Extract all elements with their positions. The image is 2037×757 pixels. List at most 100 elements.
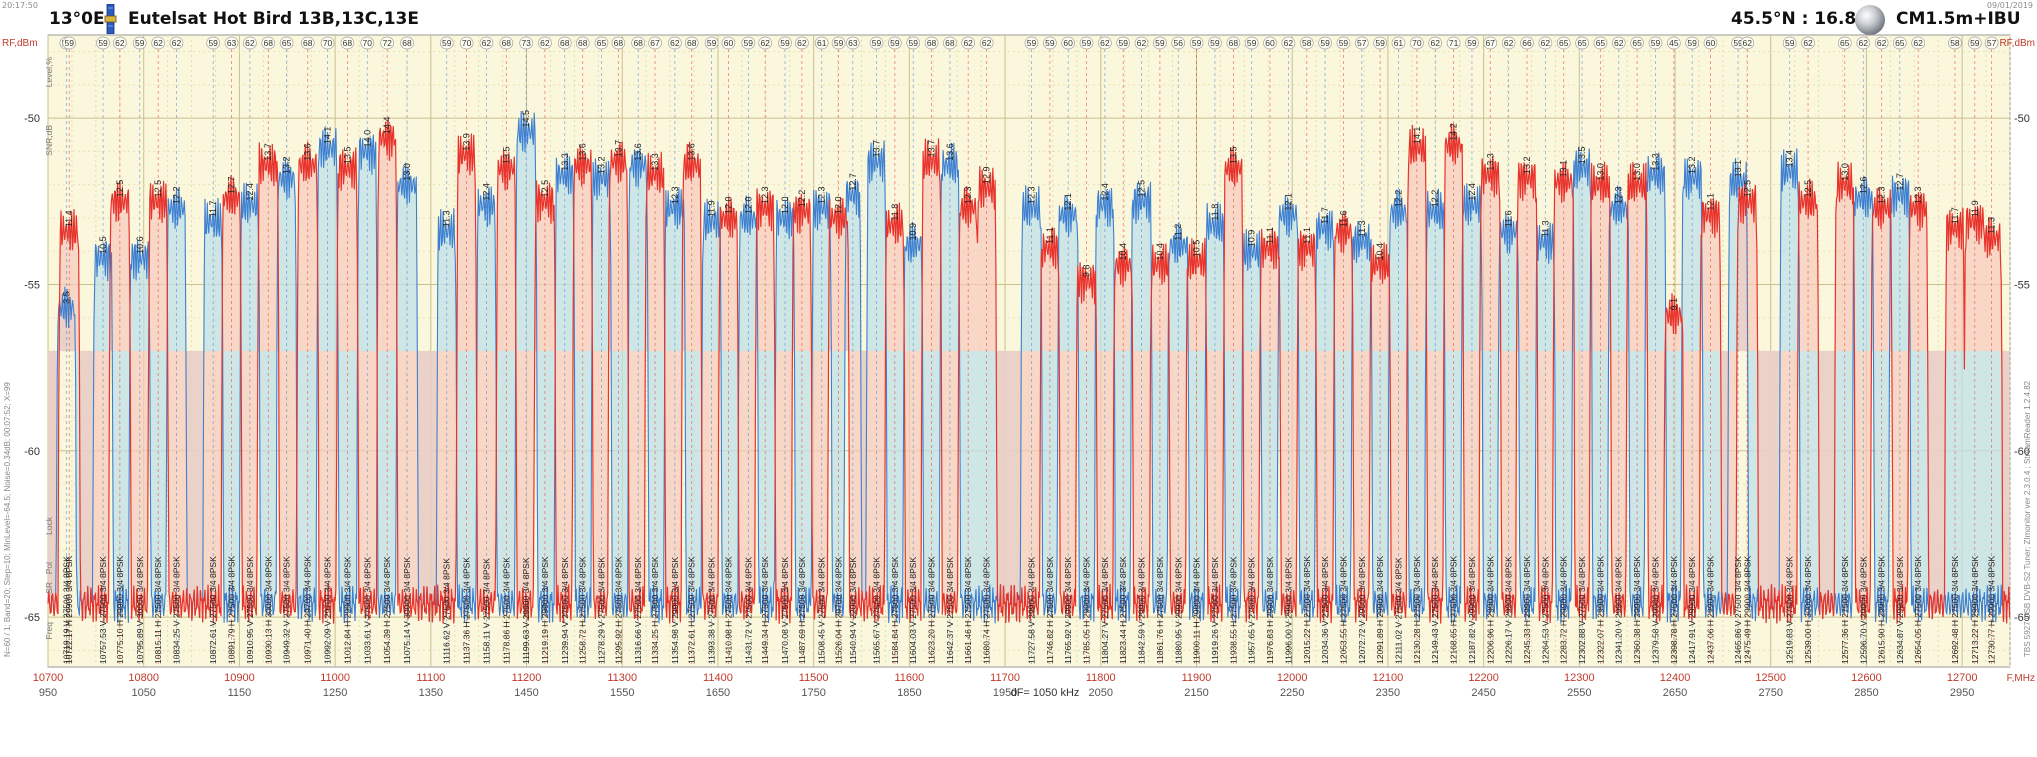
transponder-info: 11487.69 H 27500 3/4 8PSK [797,556,807,664]
level-label: 68 [402,38,412,48]
if-tick-label: 1550 [610,687,634,699]
y-tick-label-right: -60 [2014,446,2030,458]
level-label: 59 [1192,38,1202,48]
level-label: 68 [560,38,570,48]
level-badge [1226,36,1241,50]
snr-label: 13.9 [462,133,472,151]
level-label: 65 [1632,38,1642,48]
transponder-info: 11137.36 H 27500 3/4 8PSK [462,557,472,664]
x-tick-label: 11400 [703,672,733,684]
level-label: 68 [1229,38,1239,48]
level-badge [1856,36,1871,50]
snr-label: 12.2 [797,190,807,208]
snr-label: 12.4 [1467,183,1477,201]
transponder-info: 12730.77 H 29900 3/4 8PSK [1987,555,1997,664]
transponder-info: 12072.72 V 29500 3/4 8PSK [1357,556,1367,664]
snr-label: 11.3 [442,210,452,227]
snr-label: 12.5 [115,180,125,198]
transponder-info: 12654.05 H 27500 3/4 8PSK [1913,555,1923,664]
level-badge [594,36,609,50]
level-label: 65 [1840,38,1850,48]
snr-label: 11.6 [1504,210,1514,227]
snr-label: 11.3 [1540,220,1550,237]
level-label: 62 [1430,38,1440,48]
x-tick-label: 12300 [1564,672,1595,684]
level-badge [814,36,829,50]
level-label: 62 [963,38,973,48]
level-label: 62 [1614,38,1624,48]
transponder-info: 11372.61 H 27500 3/4 8PSK [687,556,697,664]
transponder-info: 12615.90 H 29900 3/4 8PSK [1877,555,1887,664]
level-badge [1244,36,1259,50]
transponder-info: 12713.22 H 29900 3/4 8PSK [1970,555,1980,664]
transponder-info: 11804.27 V 27500 3/4 8PSK [1100,557,1110,664]
snr-label: 12.3 [670,186,680,204]
level-badge [906,36,921,50]
transponder-info: 12206.96 H 29900 3/4 8PSK [1485,555,1495,664]
snr-label: 13.7 [927,140,937,158]
snr-label: 12.3 [760,186,770,204]
level-badge [360,36,375,50]
level-label: 68 [502,38,512,48]
level-badge [1685,36,1700,50]
level-label: 70 [323,38,333,48]
level-badge [1911,36,1926,50]
transponder-info: 12264.53 V 27500 3/4 8PSK [1540,556,1550,664]
level-label: 62 [670,38,680,48]
transponder-info: 11996.00 V 29900 3/4 8PSK [1283,557,1293,664]
transponder-info: 12539.00 H 30000 3/4 8PSK [1803,555,1813,664]
level-badge [62,36,77,50]
level-badge [243,36,257,50]
snr-label: 13.6 [945,143,955,161]
level-badge [704,36,719,50]
level-label: 59 [1733,38,1743,48]
level-label: 65 [1577,38,1587,48]
transponder-info: 12360.38 H 29900 3/4 8PSK [1632,555,1642,664]
level-badge [1061,36,1076,50]
transponder-info: 12015.22 H 27500 3/4 8PSK [1302,555,1312,664]
level-label: 59 [1651,38,1661,48]
level-label: 59 [780,38,790,48]
level-label: 59 [98,38,108,48]
level-badge [1501,36,1516,50]
transponder-info: 11565.67 V 27500 3/4 8PSK [872,557,882,664]
level-label: 67 [1486,38,1496,48]
level-badge [224,36,239,50]
transponder-info: 12149.43 V 27500 3/4 8PSK [1430,556,1440,664]
transponder-info: 11642.37 V 27500 3/4 8PSK [945,557,955,664]
level-label: 61 [817,38,827,48]
level-label: 68 [945,38,955,48]
transponder-info: 11861.76 H 27500 3/4 8PSK [1155,556,1165,664]
level-badge [1208,36,1222,50]
level-badge [845,36,860,50]
if-tick-label: 2650 [1663,687,1687,699]
level-badge [1079,36,1094,50]
level-badge [96,36,110,50]
x-tick-label: 10900 [224,672,255,684]
snr-label: 3.5 [61,291,71,304]
transponder-info: 12379.58 V 29900 3/4 8PSK [1650,556,1660,664]
level-label: 45 [1669,38,1679,48]
level-badge [206,36,221,50]
snr-label: 11.3 [1357,220,1367,237]
snr-label: 12.5 [153,180,163,198]
x-tick-label: 11600 [894,672,924,684]
level-badge [340,36,355,50]
level-badge [1967,36,1982,50]
time-label: 20:17:50 [2,1,38,10]
transponder-info: 11449.34 H 27500 3/4 8PSK [760,556,770,664]
if-tick-label: 1050 [131,687,155,699]
level-label: 58 [1950,38,1960,48]
level-label: 57 [1987,38,1997,48]
level-label: 68 [264,38,274,48]
snr-label: 13.1 [1733,160,1743,178]
level-badge [1299,36,1314,50]
transponder-info: 10930.13 H 30000 3/4 8PSK [263,555,273,664]
level-label: 59 [208,38,218,48]
level-label: 62 [797,38,807,48]
snr-label: 10.4 [1375,243,1385,261]
level-badge [557,36,572,50]
transponder-info: 12475.49 H 29900 3/4 8PSK [1742,555,1752,664]
transponder-info: 12398.78 H 27500 3/4 8PSK [1669,555,1679,664]
if-tick-label: 2550 [1567,687,1591,699]
